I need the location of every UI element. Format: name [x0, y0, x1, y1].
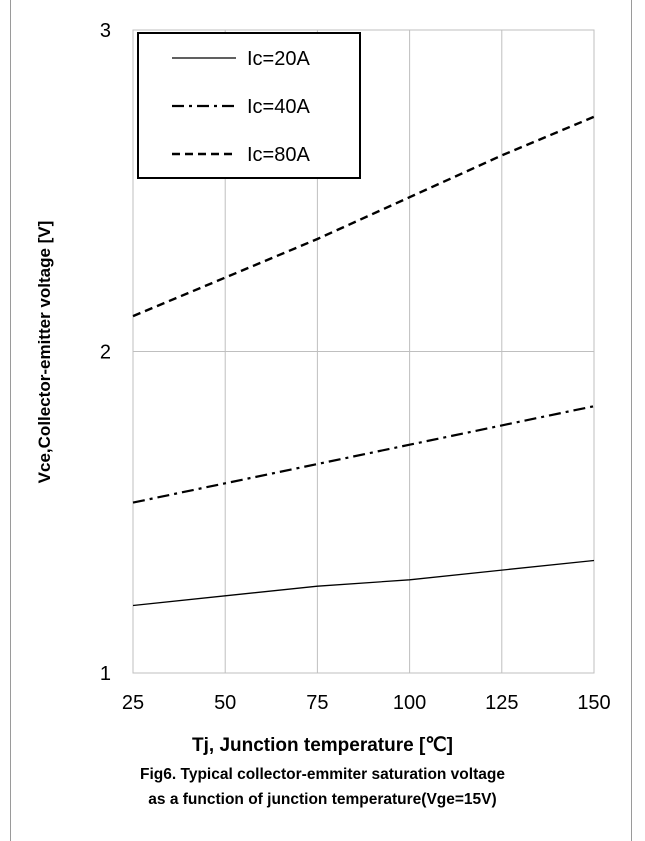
tick-labels: 25 50 75 100 125 150 1 2 3 — [100, 20, 611, 714]
x-tick-label: 50 — [214, 692, 236, 714]
chart: 25 50 75 100 125 150 1 2 3 Ic=20A Ic=40A Ic=80A Vc… — [35, 20, 611, 714]
y-tick-label: 1 — [100, 663, 111, 685]
figure-frame — [10, 0, 632, 841]
legend-label: Ic=80A — [247, 144, 310, 166]
series-line-ic-40a — [132, 405, 595, 504]
series-line-ic-80a — [132, 115, 595, 318]
grid — [132, 29, 595, 674]
series-line-ic-20a — [132, 559, 595, 607]
series-lines — [132, 115, 595, 607]
x-tick-label: 75 — [306, 692, 328, 714]
y-axis-label: Vce,Collector-emitter voltage [V] — [35, 221, 54, 484]
y-tick-label: 3 — [100, 20, 111, 42]
legend-label: Ic=20A — [247, 48, 310, 70]
figure-caption-line-1: Fig6. Typical collector-emmiter saturati… — [140, 766, 505, 783]
x-tick-label: 150 — [577, 692, 610, 714]
y-tick-label: 2 — [100, 342, 111, 364]
legend-label: Ic=40A — [247, 96, 310, 118]
x-tick-label: 25 — [122, 692, 144, 714]
legend: Ic=20A Ic=40A Ic=80A — [137, 32, 361, 179]
figure-caption-line-2: as a function of junction temperature(Vg… — [148, 791, 497, 808]
x-tick-label: 125 — [485, 692, 518, 714]
x-tick-label: 100 — [393, 692, 426, 714]
x-axis-label: Tj, Junction temperature [℃] — [192, 735, 453, 756]
plot-area-border — [132, 29, 595, 674]
